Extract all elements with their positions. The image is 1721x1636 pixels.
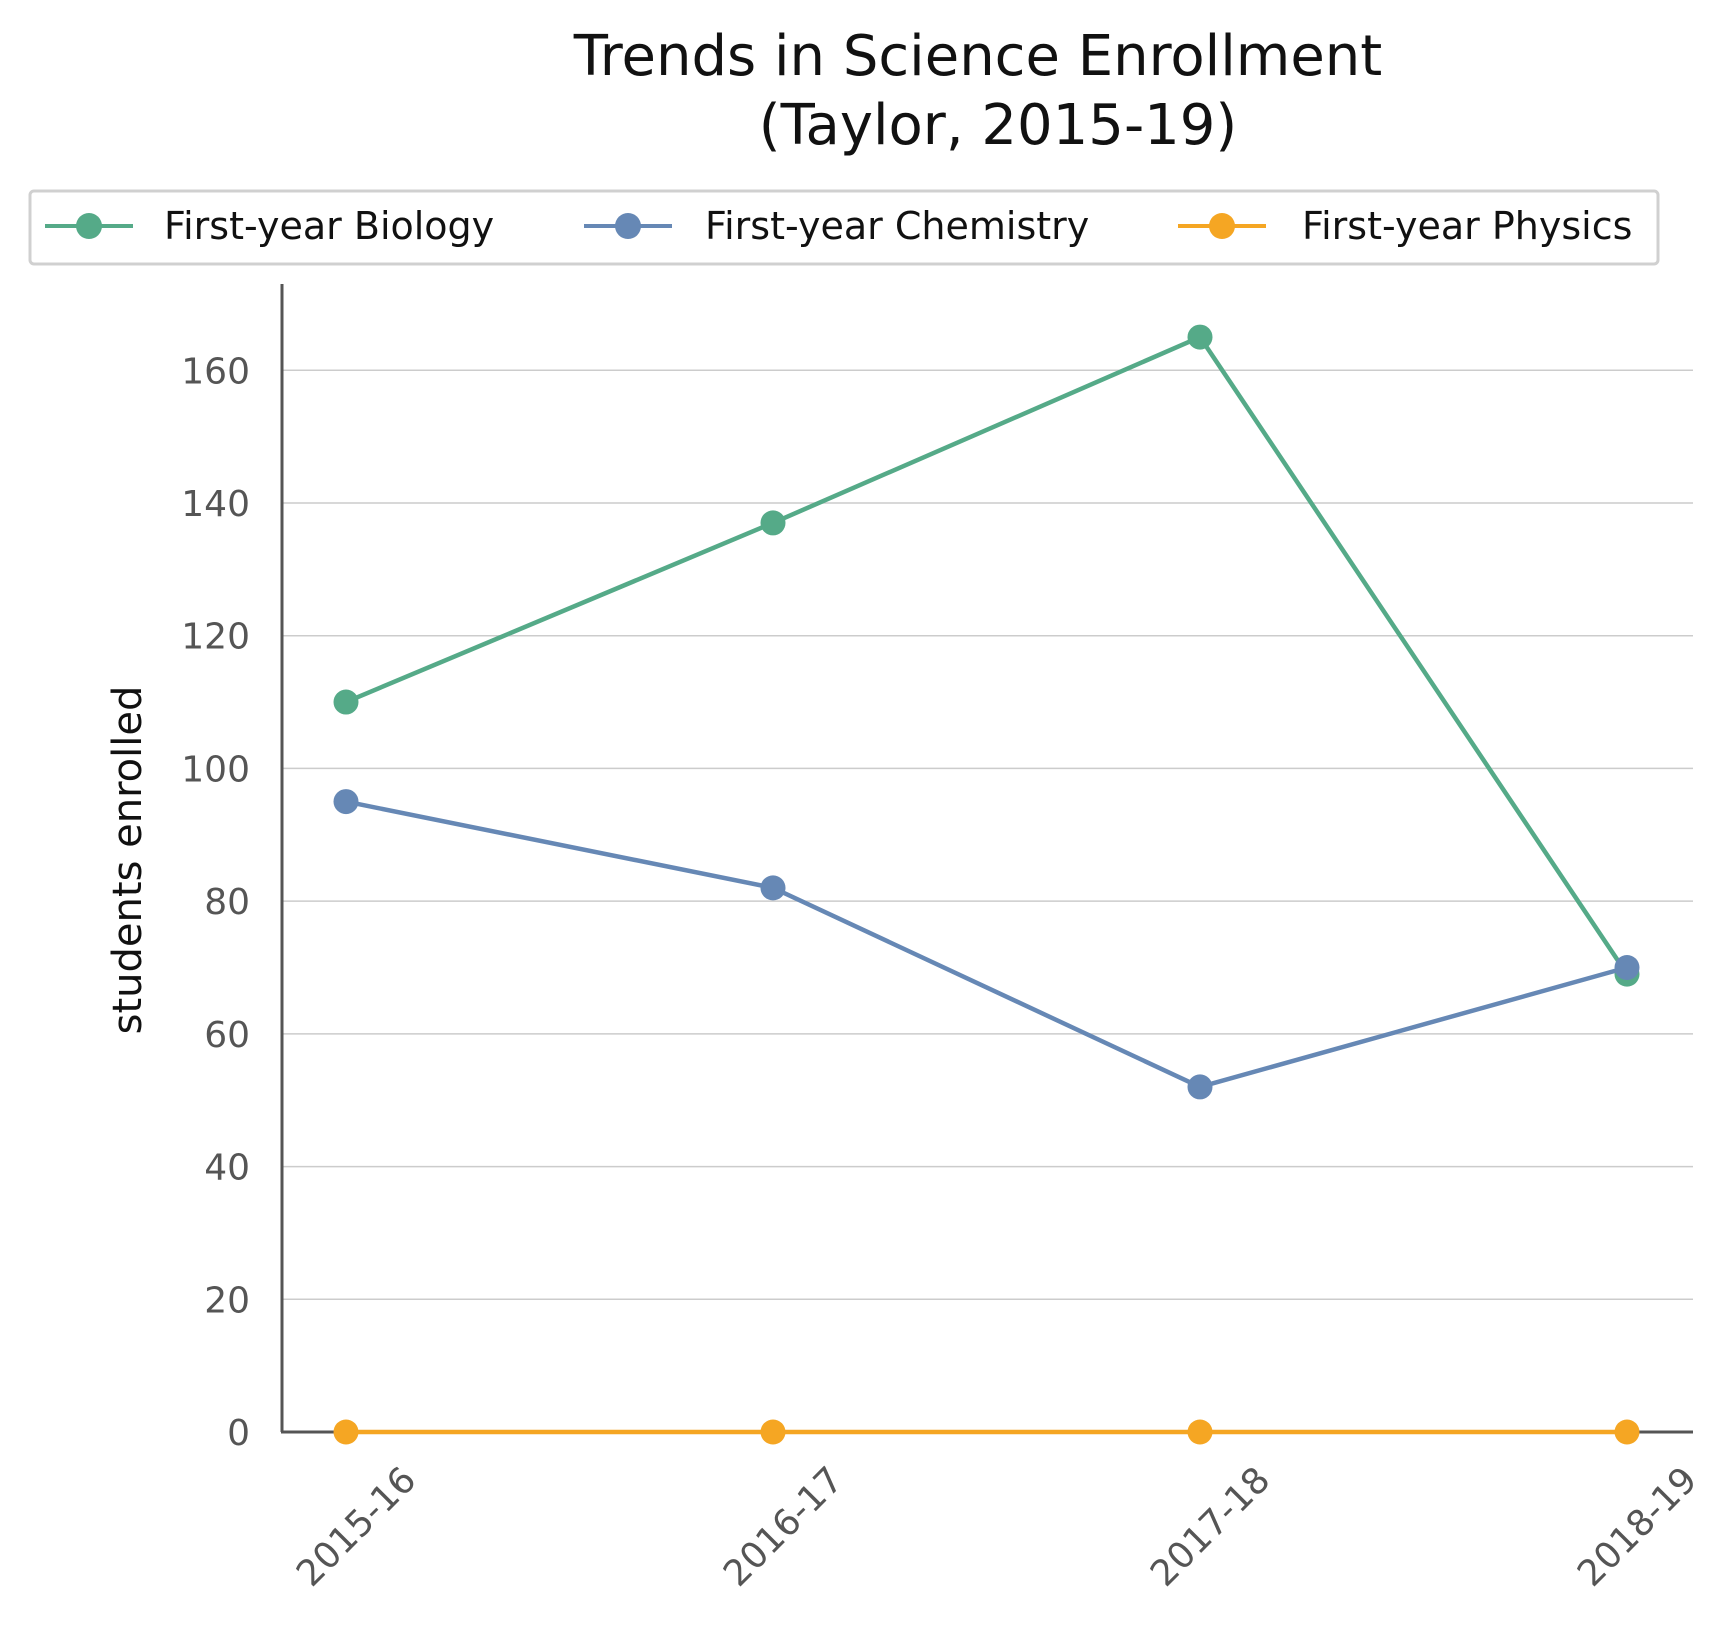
legend-swatch-marker — [615, 213, 641, 239]
series-line — [345, 334, 1629, 976]
x-tick-label: 2017-18 — [1143, 1459, 1278, 1594]
gridlines — [282, 369, 1693, 1301]
data-point — [1614, 1419, 1640, 1445]
series-2 — [333, 789, 1640, 1100]
x-axis-ticks: 2015-16 2016-17 2017-18 2018-19 — [289, 1459, 1705, 1594]
legend-item-biology: First-year Biology — [45, 204, 494, 248]
legend-swatch-marker — [1209, 213, 1235, 239]
legend-label-physics: First-year Physics — [1302, 204, 1632, 248]
x-tick-label: 2016-17 — [716, 1459, 851, 1594]
y-tick-label: 140 — [181, 484, 250, 525]
y-tick-label: 40 — [204, 1148, 250, 1189]
y-axis-label: students enrolled — [105, 686, 151, 1035]
data-point — [333, 689, 359, 715]
legend-frame — [28, 189, 1660, 266]
y-tick-label: 120 — [181, 617, 250, 658]
series-layer — [333, 324, 1640, 1445]
data-point — [760, 510, 786, 536]
legend-label-chemistry: First-year Chemistry — [705, 204, 1089, 248]
chart-title: Trends in Science Enrollment (Taylor, 20… — [573, 24, 1382, 158]
chart-title-line-1: Trends in Science Enrollment — [573, 24, 1382, 89]
legend: First-year Biology First-year Chemistry … — [28, 189, 1660, 266]
data-point — [1187, 324, 1213, 350]
y-tick-label: 100 — [181, 749, 250, 790]
data-point — [760, 875, 786, 901]
y-tick-label: 160 — [181, 351, 250, 392]
y-tick-label: 60 — [204, 1015, 250, 1056]
y-tick-label: 0 — [227, 1413, 250, 1454]
series-1 — [333, 324, 1640, 987]
data-point — [760, 1419, 786, 1445]
series-3 — [333, 1419, 1640, 1445]
legend-label-biology: First-year Biology — [164, 204, 494, 248]
legend-swatch-marker — [76, 213, 102, 239]
chart-title-line-2: (Taylor, 2015-19) — [759, 93, 1238, 158]
data-point — [333, 1419, 359, 1445]
y-tick-label: 80 — [204, 882, 250, 923]
data-point — [1187, 1419, 1213, 1445]
data-point — [333, 789, 359, 815]
y-axis-ticks: 0 20 40 60 80 100 120 140 160 — [181, 351, 250, 1454]
x-tick-label: 2015-16 — [289, 1459, 424, 1594]
y-tick-label: 20 — [204, 1280, 250, 1321]
legend-item-chemistry: First-year Chemistry — [584, 204, 1089, 248]
data-point — [1187, 1074, 1213, 1100]
series-line — [345, 799, 1628, 1090]
x-tick-label: 2018-19 — [1570, 1459, 1705, 1594]
legend-item-physics: First-year Physics — [1178, 204, 1632, 248]
data-point — [1614, 954, 1640, 980]
